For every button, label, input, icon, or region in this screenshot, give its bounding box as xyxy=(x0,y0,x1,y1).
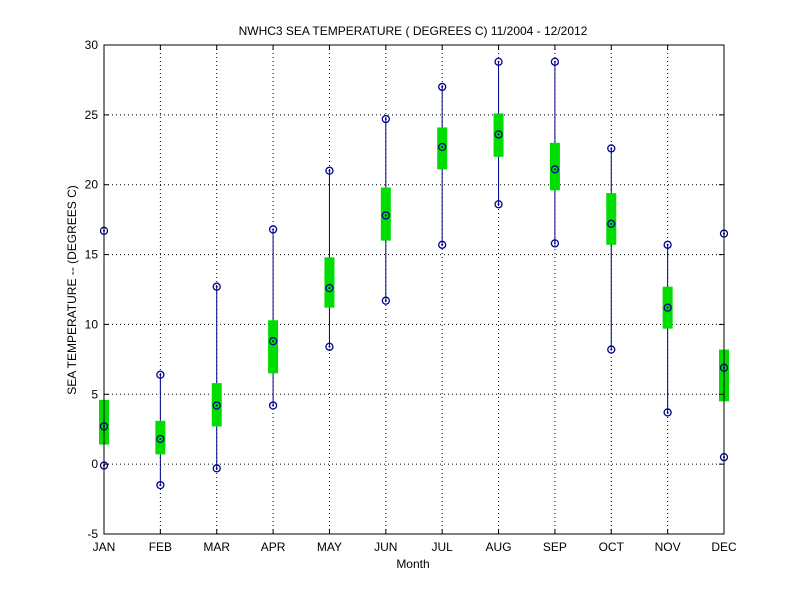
max-marker-dot-jul xyxy=(441,85,444,88)
median-marker-dot-sep xyxy=(553,168,556,171)
min-marker-jul xyxy=(438,240,447,249)
iqr-box-jul xyxy=(437,127,448,170)
min-marker-dot-sep xyxy=(553,242,556,245)
max-marker-feb xyxy=(156,370,165,379)
x-tick-label: JUL xyxy=(432,540,454,554)
max-marker-dot-jun xyxy=(384,118,387,121)
min-marker-dot-apr xyxy=(272,404,275,407)
min-marker-dot-jun xyxy=(384,299,387,302)
median-marker-feb xyxy=(156,434,165,444)
iqr-box-jun xyxy=(380,187,391,241)
median-marker-oct xyxy=(607,219,616,228)
median-marker-dot-aug xyxy=(497,133,500,136)
min-marker-dot-may xyxy=(328,345,331,348)
x-tick-label: APR xyxy=(261,540,286,554)
min-marker-jun xyxy=(381,296,390,305)
median-marker-dot-oct xyxy=(610,222,613,225)
max-marker-jun xyxy=(381,114,390,124)
x-tick-label: NOV xyxy=(655,540,681,554)
axis-ticks: JAN FEB MAR APR MAY JUN JUL AUG SEP OCT NOV DEC -5 0 5… xyxy=(85,38,737,554)
min-marker-dot-mar xyxy=(215,467,218,470)
y-tick-label: 20 xyxy=(85,178,99,192)
median-marker-dot-may xyxy=(328,287,331,290)
median-marker-mar xyxy=(212,401,221,410)
min-marker-dot-nov xyxy=(666,411,669,414)
median-marker-jun xyxy=(381,211,390,220)
y-tick-label: 15 xyxy=(85,248,99,262)
max-marker-dot-may xyxy=(328,169,331,172)
max-marker-may xyxy=(325,166,334,175)
iqr-box-sep xyxy=(549,142,560,191)
x-tick-label: MAR xyxy=(203,540,230,554)
min-marker-dot-feb xyxy=(159,484,162,487)
max-marker-jul xyxy=(438,82,447,92)
median-marker-apr xyxy=(268,337,278,346)
median-marker-sep xyxy=(550,165,560,174)
x-tick-label: JAN xyxy=(93,540,116,554)
median-marker-may xyxy=(325,283,334,293)
y-tick-label: 0 xyxy=(91,457,98,471)
median-marker-dot-jul xyxy=(441,145,444,148)
max-marker-dot-mar xyxy=(215,285,218,288)
max-marker-nov xyxy=(663,240,672,249)
min-marker-mar xyxy=(212,464,221,473)
median-marker-dot-jun xyxy=(384,214,387,217)
min-marker-feb xyxy=(156,480,165,490)
y-tick-label: -5 xyxy=(87,527,98,541)
max-marker-apr xyxy=(268,225,278,234)
x-tick-label: OCT xyxy=(599,540,625,554)
x-tick-label: SEP xyxy=(543,540,567,554)
chart-title: NWHC3 SEA TEMPERATURE ( DEGREES C) 11/20… xyxy=(239,24,588,38)
iqr-box-feb xyxy=(155,420,166,455)
max-marker-sep xyxy=(550,57,560,66)
max-marker-dot-feb xyxy=(159,373,162,376)
y-tick-label: 30 xyxy=(85,38,99,52)
median-marker-dot-mar xyxy=(215,404,218,407)
iqr-box-may xyxy=(324,257,335,308)
max-marker-dot-oct xyxy=(610,147,613,150)
min-marker-oct xyxy=(607,345,616,354)
max-marker-dot-sep xyxy=(553,60,556,63)
max-marker-mar xyxy=(212,282,221,291)
min-marker-nov xyxy=(663,408,672,417)
plot-area-frame xyxy=(103,44,725,535)
min-marker-sep xyxy=(550,239,560,248)
max-marker-dot-nov xyxy=(666,243,669,246)
min-marker-dot-oct xyxy=(610,348,613,351)
max-marker-aug xyxy=(494,57,503,66)
y-tick-label: 5 xyxy=(91,387,98,401)
max-marker-oct xyxy=(607,144,616,153)
min-marker-apr xyxy=(268,401,278,410)
median-marker-nov xyxy=(663,303,672,312)
x-tick-label: FEB xyxy=(149,540,172,554)
median-marker-dot-feb xyxy=(159,437,162,440)
y-axis-label: SEA TEMPERATURE -- (DEGREES C) xyxy=(65,185,79,395)
x-tick-label: DEC xyxy=(711,540,737,554)
y-tick-label: 25 xyxy=(85,108,99,122)
iqr-box-oct xyxy=(606,193,617,245)
max-marker-dot-aug xyxy=(497,60,500,63)
min-marker-aug xyxy=(494,200,503,209)
x-tick-label: JUN xyxy=(374,540,397,554)
median-marker-dot-apr xyxy=(272,340,275,343)
iqr-box-apr xyxy=(268,320,279,374)
median-marker-jul xyxy=(438,142,447,152)
median-marker-dot-nov xyxy=(666,306,669,309)
max-marker-dot-apr xyxy=(272,228,275,231)
median-marker-aug xyxy=(494,130,503,139)
min-marker-may xyxy=(325,342,334,351)
x-tick-label: MAY xyxy=(317,540,342,554)
min-marker-dot-aug xyxy=(497,203,500,206)
y-tick-label: 10 xyxy=(85,317,99,331)
x-tick-label: AUG xyxy=(486,540,512,554)
x-axis-label: Month xyxy=(396,557,429,571)
min-marker-dot-jul xyxy=(441,243,444,246)
